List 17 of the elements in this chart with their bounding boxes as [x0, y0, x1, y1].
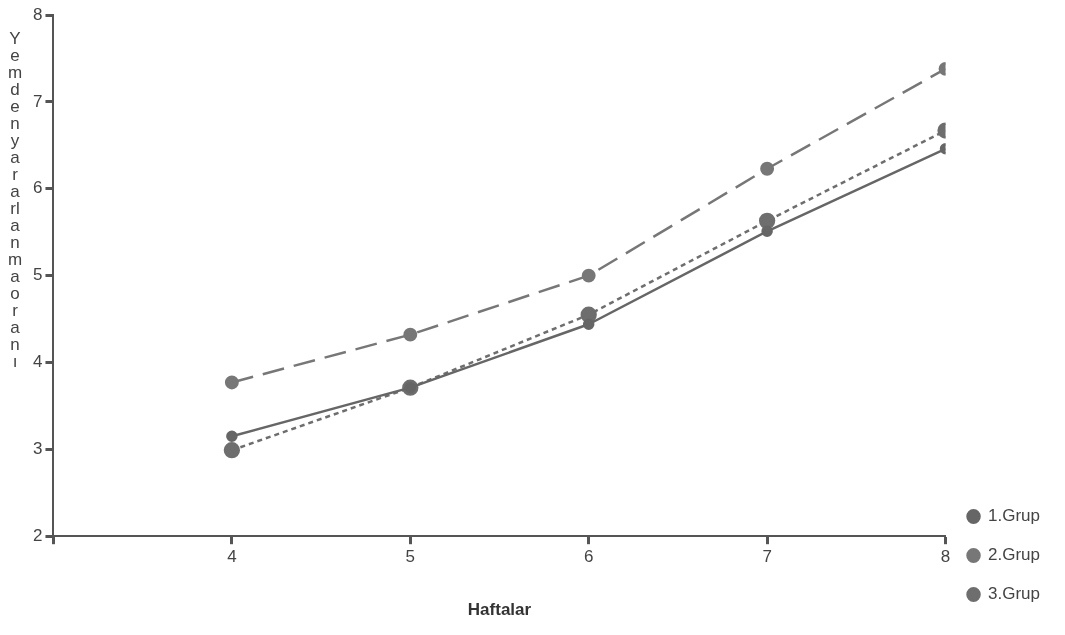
x-tick-label: 5	[405, 547, 416, 567]
y-tick-label: 6	[32, 178, 43, 198]
x-tick-label: 4	[227, 547, 237, 567]
legend-label: 1.Grup	[988, 506, 1041, 526]
y-tick-label: 7	[32, 91, 43, 111]
x-tick-label: 7	[762, 547, 772, 567]
y-tick-label: 3	[32, 439, 43, 459]
x-axis-title: Haftalar	[467, 600, 532, 620]
legend-label: 2.Grup	[988, 545, 1041, 565]
x-tick-label: 8	[940, 547, 951, 567]
y-tick-label: 4	[32, 352, 43, 372]
y-tick-label: 2	[32, 525, 43, 545]
text: Yemden yararlanma oranı	[8, 29, 23, 371]
x-tick-label: 6	[583, 547, 594, 567]
y-tick-label: 5	[32, 265, 43, 285]
legend-label: 3.Grup	[988, 584, 1041, 604]
y-tick-label: 8	[32, 4, 43, 24]
